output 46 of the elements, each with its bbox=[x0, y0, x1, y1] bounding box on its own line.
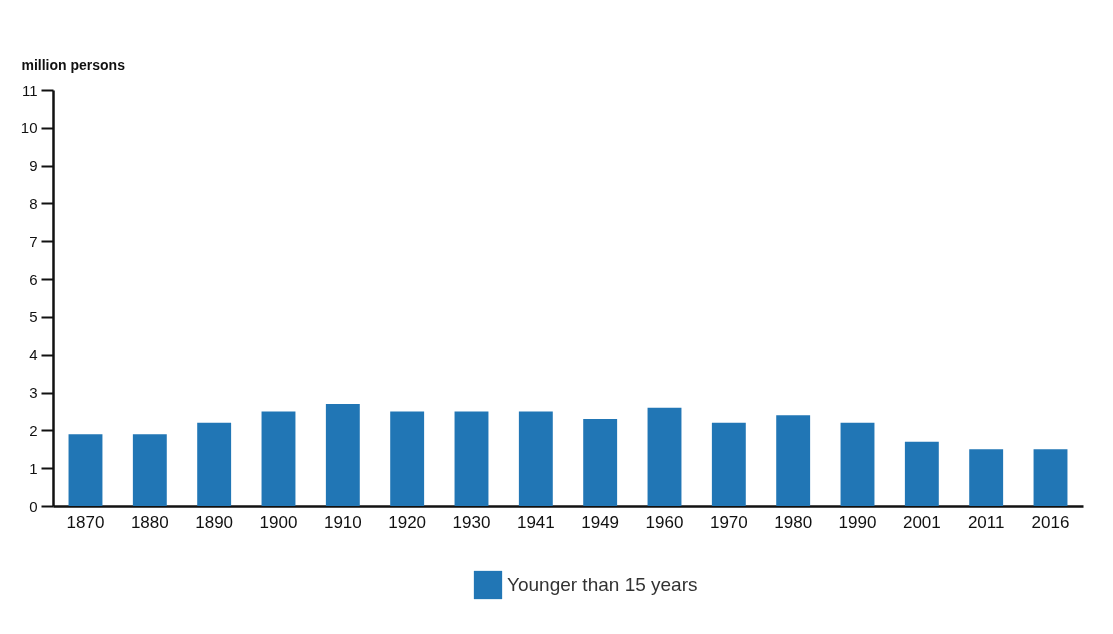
y-tick-label: 9 bbox=[29, 157, 38, 175]
bar bbox=[197, 422, 232, 506]
y-tick-label: 2 bbox=[29, 421, 38, 439]
bar bbox=[132, 434, 167, 506]
bar bbox=[711, 422, 746, 506]
x-tick-label: 1949 bbox=[581, 512, 620, 532]
x-tick-label: 2016 bbox=[1031, 512, 1070, 532]
bar bbox=[261, 411, 296, 506]
y-tick-label: 0 bbox=[29, 497, 38, 515]
x-tick-label: 1930 bbox=[452, 512, 491, 532]
x-tick-label: 1970 bbox=[709, 512, 748, 532]
bar bbox=[776, 415, 811, 506]
bar bbox=[68, 434, 103, 506]
x-tick-label: 1880 bbox=[130, 512, 169, 532]
bar bbox=[1033, 449, 1068, 506]
y-tick-label: 6 bbox=[29, 270, 38, 288]
x-tick-label: 1980 bbox=[774, 512, 813, 532]
legend-label: Younger than 15 years bbox=[507, 574, 698, 595]
y-tick-label: 7 bbox=[29, 232, 38, 250]
y-tick-label: 10 bbox=[20, 119, 38, 137]
x-tick-label: 1890 bbox=[195, 512, 234, 532]
x-tick-label: 1900 bbox=[259, 512, 298, 532]
y-tick-label: 1 bbox=[29, 459, 38, 477]
bar bbox=[583, 419, 618, 506]
y-tick-label: 3 bbox=[29, 384, 38, 402]
y-tick-label: 8 bbox=[29, 194, 38, 212]
x-tick-label: 2001 bbox=[902, 512, 941, 532]
x-tick-label: 1910 bbox=[323, 512, 362, 532]
x-tick-label: 2011 bbox=[967, 512, 1005, 532]
bar bbox=[325, 403, 360, 506]
bar bbox=[454, 411, 489, 506]
y-tick-label: 4 bbox=[29, 346, 38, 364]
y-axis-title: million persons bbox=[21, 56, 126, 73]
bar bbox=[840, 422, 875, 506]
x-tick-label: 1990 bbox=[838, 512, 877, 532]
x-tick-label: 1941 bbox=[516, 512, 555, 532]
bar bbox=[904, 441, 939, 506]
bar bbox=[518, 411, 553, 506]
x-tick-label: 1960 bbox=[645, 512, 684, 532]
y-tick-label: 11 bbox=[21, 81, 38, 99]
bar bbox=[647, 407, 682, 506]
bar bbox=[390, 411, 425, 506]
x-tick-label: 1920 bbox=[388, 512, 427, 532]
x-tick-label: 1870 bbox=[66, 512, 105, 532]
y-tick-label: 5 bbox=[29, 308, 38, 326]
bar bbox=[969, 449, 1004, 506]
